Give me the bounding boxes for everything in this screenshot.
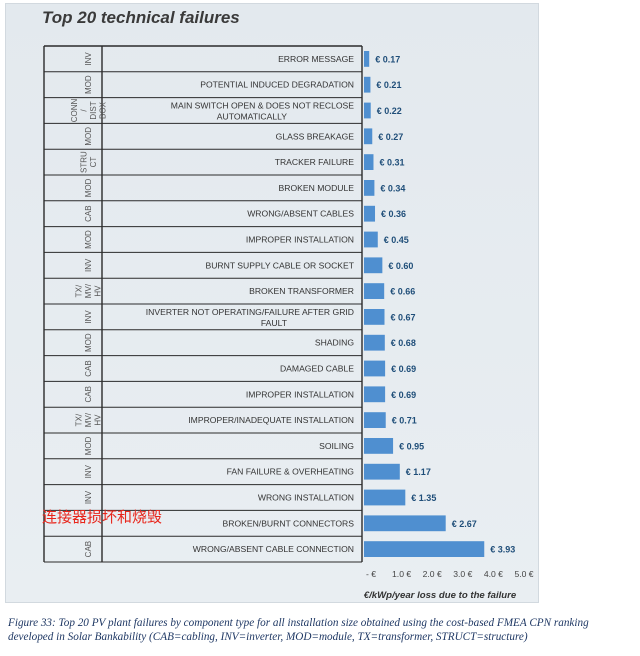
- bar-value-label: € 0.45: [384, 235, 409, 245]
- component-type-label: MV/: [84, 412, 93, 427]
- component-type-label: CONN: [70, 99, 79, 123]
- component-type-label: TX/: [75, 284, 84, 297]
- category-label: FAN FAILURE & OVERHEATING: [227, 467, 355, 477]
- bar: [364, 541, 485, 557]
- category-label: POTENTIAL INDUCED DEGRADATION: [200, 80, 354, 90]
- component-type-label: MOD: [84, 75, 93, 94]
- x-tick-label: 2.0 €: [423, 569, 442, 579]
- bar-value-label: € 0.17: [375, 54, 400, 64]
- bar: [364, 309, 385, 325]
- component-type-label: INV: [84, 258, 93, 272]
- category-label: IMPROPER INSTALLATION: [246, 389, 354, 399]
- component-type-label: BOX: [98, 101, 107, 119]
- bar: [364, 283, 385, 299]
- component-type-label: HV: [94, 414, 103, 426]
- bar: [364, 386, 386, 403]
- chart-panel: [6, 4, 538, 602]
- bar: [364, 515, 446, 532]
- category-label: ERROR MESSAGE: [278, 54, 354, 64]
- category-label: TRACKER FAILURE: [275, 157, 355, 167]
- chart-title: Top 20 technical failures: [42, 8, 240, 27]
- component-type-label: /: [79, 109, 88, 112]
- bar-value-label: € 0.67: [391, 312, 416, 322]
- bar-value-label: € 0.27: [378, 132, 403, 142]
- category-label: WRONG/ABSENT CABLE CONNECTION: [193, 544, 354, 554]
- component-type-label: STRU: [79, 151, 88, 173]
- bar-value-label: € 1.35: [411, 493, 436, 503]
- bar-value-label: € 0.60: [388, 261, 413, 271]
- component-type-label: INV: [84, 52, 93, 66]
- category-label: DAMAGED CABLE: [280, 364, 354, 374]
- category-label: WRONG/ABSENT CABLES: [247, 209, 354, 219]
- bar: [364, 205, 376, 222]
- component-type-label: MOD: [84, 127, 93, 146]
- category-label: BROKEN MODULE: [279, 183, 355, 193]
- bar-value-label: € 0.31: [379, 158, 404, 168]
- component-type-label: INV: [84, 490, 93, 504]
- bar: [364, 231, 378, 248]
- bar: [364, 438, 394, 454]
- component-type-label: HV: [94, 285, 103, 297]
- bar-value-label: € 0.66: [390, 287, 415, 297]
- bar: [364, 180, 375, 196]
- bar: [364, 76, 371, 93]
- component-type-label: INV: [84, 310, 93, 324]
- bar-value-label: € 0.95: [399, 441, 424, 451]
- category-label: INVERTER NOT OPERATING/FAILURE AFTER GRI…: [146, 307, 354, 328]
- bar: [364, 463, 400, 480]
- category-label: SHADING: [315, 338, 354, 348]
- category-label: SOILING: [319, 441, 354, 451]
- category-label: WRONG INSTALLATION: [258, 493, 354, 503]
- category-label: MAIN SWITCH OPEN & DOES NOT RECLOSE AUTOM…: [171, 101, 354, 122]
- bar: [364, 154, 374, 170]
- bar-value-label: € 0.36: [381, 209, 406, 219]
- bar-value-label: € 0.68: [391, 338, 416, 348]
- bar: [364, 489, 406, 506]
- bar: [364, 128, 373, 145]
- bar-value-label: € 3.93: [490, 545, 515, 555]
- bar: [364, 102, 371, 119]
- bar-value-label: € 1.17: [406, 467, 431, 477]
- component-type-label: CAB: [84, 541, 93, 557]
- bar-value-label: € 0.34: [380, 183, 405, 193]
- bar: [364, 360, 386, 377]
- bar: [364, 334, 385, 351]
- chinese-annotation: 连接器损坏和烧毁: [42, 508, 163, 526]
- category-label: BURNT SUPPLY CABLE OR SOCKET: [205, 260, 354, 270]
- component-type-label: CAB: [84, 386, 93, 402]
- bar: [364, 412, 386, 428]
- x-tick-label: 5.0 €: [514, 569, 533, 579]
- x-tick-label: 4.0 €: [484, 569, 503, 579]
- category-label: BROKEN/BURNT CONNECTORS: [223, 518, 355, 528]
- component-type-label: MOD: [84, 436, 93, 455]
- bar-value-label: € 0.69: [391, 364, 416, 374]
- x-axis-title: €/kWp/year loss due to the failure: [364, 590, 517, 601]
- bar-value-label: € 2.67: [452, 519, 477, 529]
- x-tick-label: 1.0 €: [392, 569, 411, 579]
- component-type-label: CAB: [84, 205, 93, 221]
- component-type-label: TX/: [75, 413, 84, 426]
- x-tick-label: 3.0 €: [453, 569, 472, 579]
- bar-value-label: € 0.22: [377, 106, 402, 116]
- component-type-label: MOD: [84, 178, 93, 197]
- component-type-label: CAB: [84, 360, 93, 376]
- component-type-label: MV/: [84, 283, 93, 298]
- bar-value-label: € 0.69: [391, 390, 416, 400]
- bar: [364, 257, 383, 274]
- bar: [364, 51, 370, 67]
- category-label: BROKEN TRANSFORMER: [249, 286, 354, 296]
- x-tick-label: - €: [366, 569, 376, 579]
- component-type-label: CT: [89, 157, 98, 168]
- bar-value-label: € 0.71: [392, 416, 417, 426]
- component-type-label: MOD: [84, 333, 93, 352]
- category-label: IMPROPER INSTALLATION: [246, 235, 354, 245]
- figure-caption: Figure 33: Top 20 PV plant failures by c…: [8, 617, 589, 643]
- component-type-label: MOD: [84, 230, 93, 249]
- component-type-label: INV: [84, 464, 93, 478]
- category-label: IMPROPER/INADEQUATE INSTALLATION: [188, 415, 354, 425]
- category-label: GLASS BREAKAGE: [276, 131, 355, 141]
- bar-value-label: € 0.21: [376, 80, 401, 90]
- component-type-label: DIST: [89, 101, 98, 119]
